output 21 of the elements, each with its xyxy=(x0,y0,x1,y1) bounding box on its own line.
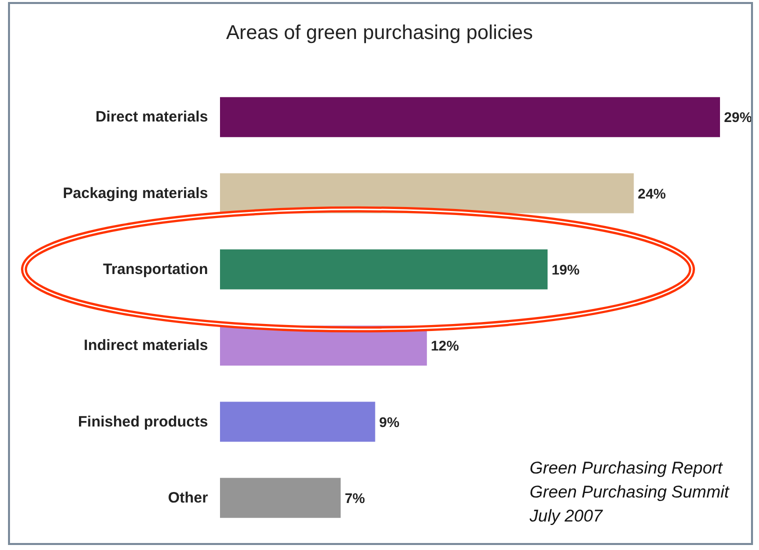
annotation: July 2007 xyxy=(528,506,603,526)
chart-title: Areas of green purchasing policies xyxy=(226,22,533,44)
y-tick-label: Indirect materials xyxy=(84,337,208,354)
y-tick-label: Transportation xyxy=(102,260,208,278)
bar xyxy=(220,173,634,214)
bar xyxy=(220,97,720,138)
bar xyxy=(220,402,376,442)
bar xyxy=(220,249,548,290)
annotation: Green Purchasing Summit xyxy=(530,482,730,502)
y-tick-label: Direct materials xyxy=(95,108,208,126)
bar xyxy=(220,478,341,518)
data-label: 24% xyxy=(638,185,666,202)
annotation: Green Purchasing Report xyxy=(530,458,724,478)
data-label: 7% xyxy=(344,490,366,506)
data-label: 29% xyxy=(724,109,753,126)
y-tick-label: Finished products xyxy=(78,413,208,430)
data-label: 12% xyxy=(430,338,460,354)
data-label: 19% xyxy=(552,261,580,278)
y-tick-label: Packaging materials xyxy=(62,184,208,202)
data-label: 9% xyxy=(379,414,400,430)
y-tick-label: Other xyxy=(168,489,208,506)
